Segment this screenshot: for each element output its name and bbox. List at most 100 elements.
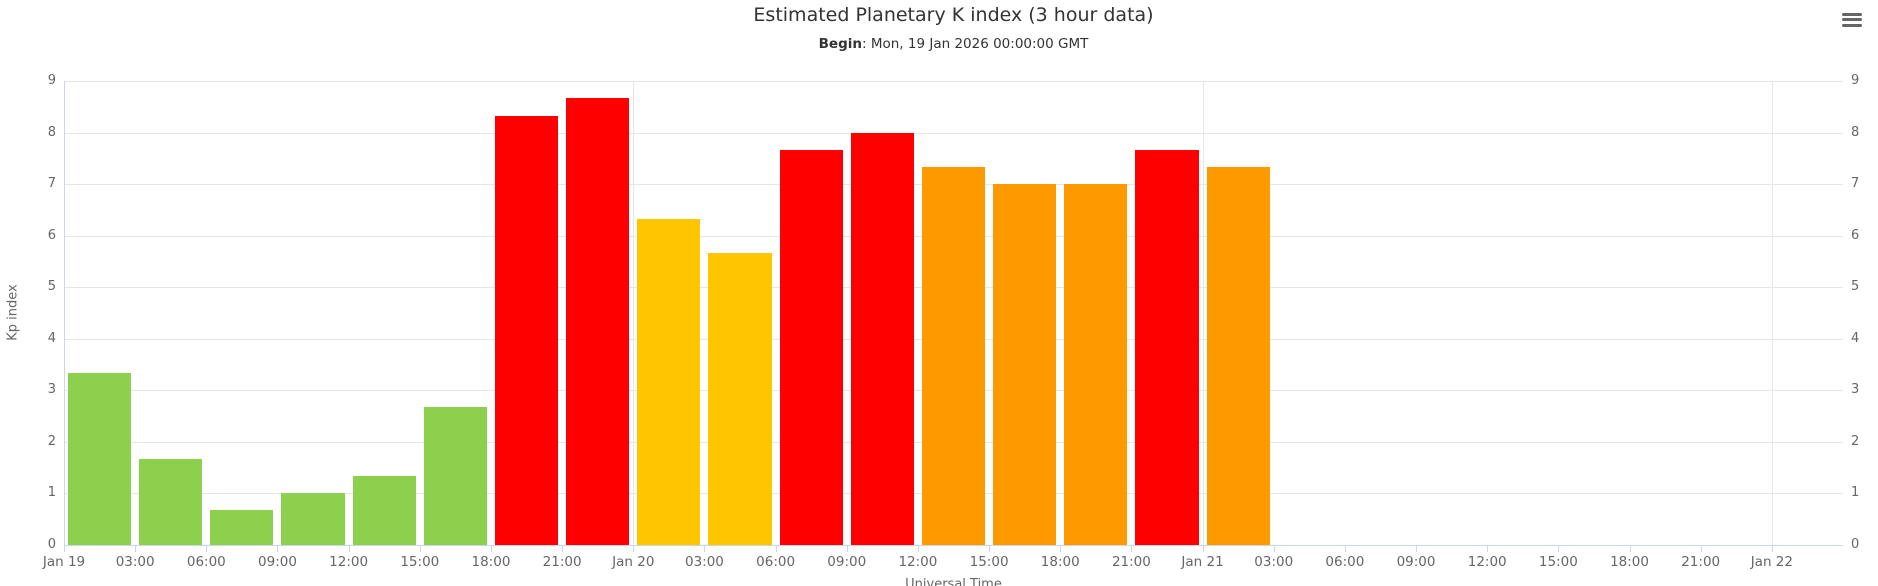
x-axis-label: 18:00 bbox=[1610, 554, 1649, 570]
kp-bar[interactable] bbox=[423, 407, 487, 545]
x-axis-label: 15:00 bbox=[400, 554, 440, 570]
x-axis-label: 18:00 bbox=[471, 554, 511, 570]
y-axis-label-left: 9 bbox=[47, 73, 56, 88]
x-axis-tick bbox=[1416, 546, 1418, 552]
y-axis-label-right: 2 bbox=[1851, 433, 1860, 449]
y-axis-label-left: 3 bbox=[47, 382, 56, 398]
x-axis-label: 03:00 bbox=[684, 554, 724, 570]
x-axis-tick bbox=[64, 546, 65, 552]
kp-bar[interactable] bbox=[1206, 167, 1270, 545]
x-axis-tick bbox=[1131, 546, 1133, 552]
kp-bar[interactable] bbox=[139, 458, 203, 545]
y-axis-label-left: 8 bbox=[47, 124, 56, 140]
x-axis-label: 12:00 bbox=[1467, 554, 1507, 570]
kp-bar[interactable] bbox=[210, 510, 274, 545]
x-axis-label: 06:00 bbox=[1325, 554, 1365, 570]
x-axis-tick bbox=[846, 546, 848, 552]
x-axis-label: Jan 19 bbox=[42, 554, 86, 570]
hamburger-menu-icon bbox=[1841, 12, 1863, 27]
kp-bar[interactable] bbox=[494, 115, 559, 545]
export-menu-button[interactable] bbox=[1839, 10, 1865, 32]
kp-bar[interactable] bbox=[352, 476, 416, 545]
kp-bar[interactable] bbox=[637, 218, 701, 545]
y-axis-label-right: 7 bbox=[1851, 176, 1860, 192]
x-axis-label: 03:00 bbox=[115, 554, 155, 570]
x-axis-tick bbox=[206, 546, 208, 552]
x-axis-tick bbox=[917, 546, 919, 552]
x-axis-label: 09:00 bbox=[1396, 554, 1436, 570]
kp-bar[interactable] bbox=[850, 132, 914, 545]
x-axis-tick bbox=[775, 546, 777, 552]
y-axis-label-left: 7 bbox=[47, 176, 56, 192]
x-axis-label: 18:00 bbox=[1040, 554, 1080, 570]
x-axis-label: 12:00 bbox=[898, 554, 938, 570]
x-axis-tick bbox=[1487, 546, 1489, 552]
chart-subtitle: Begin: Mon, 19 Jan 2026 00:00:00 GMT bbox=[64, 36, 1843, 52]
x-axis-line bbox=[64, 545, 1843, 546]
y-axis-label-right: 1 bbox=[1851, 485, 1860, 501]
y-axis-label-left: 5 bbox=[47, 279, 56, 295]
y-axis-label-left: 2 bbox=[47, 433, 56, 449]
x-axis-label: 06:00 bbox=[186, 554, 226, 570]
x-axis-label: 12:00 bbox=[329, 554, 369, 570]
y-axis-label-right: 5 bbox=[1851, 279, 1860, 295]
x-axis-tick bbox=[989, 546, 991, 552]
x-axis-tick bbox=[1558, 546, 1560, 552]
x-axis-title: Universal Time bbox=[905, 577, 1002, 586]
y-axis-label-right: 4 bbox=[1851, 330, 1860, 346]
y-axis-line bbox=[64, 81, 65, 545]
y-axis-label-right: 3 bbox=[1851, 382, 1860, 398]
kp-bar[interactable] bbox=[708, 252, 772, 545]
kp-bar[interactable] bbox=[566, 98, 630, 545]
day-boundary-gridline bbox=[1771, 81, 1773, 545]
x-axis-tick bbox=[704, 546, 706, 552]
x-axis-label: 21:00 bbox=[542, 554, 582, 570]
kp-bar[interactable] bbox=[921, 167, 986, 545]
y-axis-label-left: 6 bbox=[47, 227, 56, 243]
kp-bar[interactable] bbox=[1135, 149, 1199, 545]
x-axis-label: 09:00 bbox=[827, 554, 867, 570]
x-axis-tick bbox=[562, 546, 564, 552]
x-axis-tick bbox=[1273, 546, 1275, 552]
x-axis-tick bbox=[419, 546, 421, 552]
x-axis-tick bbox=[1344, 546, 1346, 552]
kp-bar[interactable] bbox=[779, 149, 843, 545]
y-axis-title: Kp index bbox=[5, 284, 21, 341]
x-axis-label: 21:00 bbox=[1111, 554, 1151, 570]
y-axis-label-right: 9 bbox=[1851, 73, 1860, 88]
x-axis-label: 03:00 bbox=[1254, 554, 1294, 570]
x-axis-label: 21:00 bbox=[1681, 554, 1721, 570]
x-axis-tick bbox=[1771, 546, 1773, 552]
x-axis-tick bbox=[277, 546, 279, 552]
y-axis-label-right: 0 bbox=[1851, 537, 1860, 552]
x-axis-tick bbox=[1060, 546, 1062, 552]
x-axis-label: 06:00 bbox=[756, 554, 796, 570]
y-axis-label-left: 0 bbox=[47, 537, 56, 552]
x-axis-tick bbox=[135, 546, 137, 552]
kp-bar[interactable] bbox=[68, 373, 132, 545]
x-axis-label: Jan 22 bbox=[1750, 554, 1793, 570]
day-boundary-gridline bbox=[1202, 81, 1204, 545]
kp-bar[interactable] bbox=[993, 184, 1057, 545]
x-axis-label: Jan 21 bbox=[1181, 554, 1224, 570]
x-axis-tick bbox=[633, 546, 635, 552]
x-axis-tick bbox=[348, 546, 350, 552]
x-axis-label: Jan 20 bbox=[612, 554, 655, 570]
day-boundary-gridline bbox=[633, 81, 635, 545]
subtitle-begin-label: Begin bbox=[818, 36, 862, 52]
x-axis-tick bbox=[490, 546, 492, 552]
y-axis-label-left: 1 bbox=[47, 485, 56, 501]
y-gridline bbox=[64, 81, 1843, 82]
subtitle-begin-value: : Mon, 19 Jan 2026 00:00:00 GMT bbox=[861, 36, 1089, 52]
chart-title: Estimated Planetary K index (3 hour data… bbox=[753, 4, 1154, 26]
y-axis-label-left: 4 bbox=[47, 330, 56, 346]
x-axis-label: 15:00 bbox=[969, 554, 1009, 570]
y-gridline bbox=[64, 132, 1843, 134]
kp-bar[interactable] bbox=[1064, 184, 1128, 545]
y-axis-label-right: 8 bbox=[1851, 124, 1860, 140]
x-axis-tick bbox=[1202, 546, 1204, 552]
x-axis-label: 09:00 bbox=[258, 554, 297, 570]
kp-bar[interactable] bbox=[281, 493, 345, 545]
x-axis-label: 15:00 bbox=[1538, 554, 1578, 570]
